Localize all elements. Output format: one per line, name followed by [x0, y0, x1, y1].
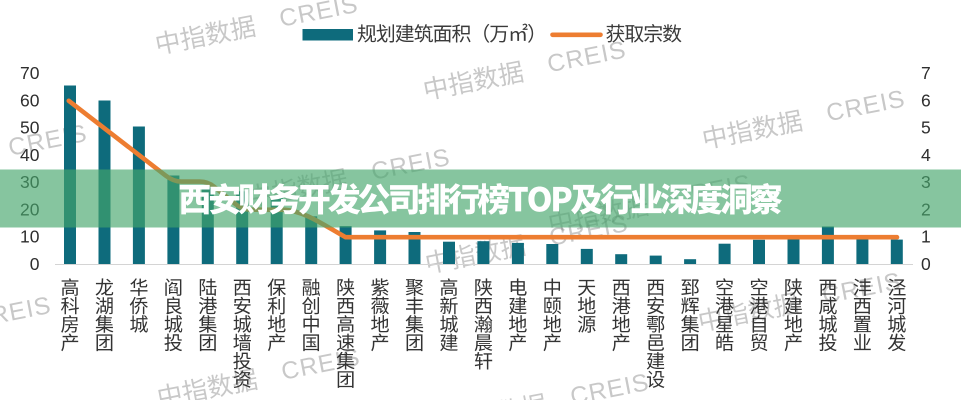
svg-text:0: 0 — [30, 254, 40, 274]
svg-text:6: 6 — [921, 90, 931, 110]
svg-text:CREIS: CREIS — [0, 292, 54, 334]
svg-text:40: 40 — [20, 145, 40, 165]
svg-text:1: 1 — [921, 227, 931, 247]
svg-text:CREIS: CREIS — [824, 85, 908, 127]
svg-text:4: 4 — [921, 145, 931, 165]
svg-text:CREIS: CREIS — [545, 36, 629, 78]
svg-text:5: 5 — [921, 118, 931, 138]
svg-text:0: 0 — [921, 254, 931, 274]
svg-text:70: 70 — [20, 63, 40, 83]
svg-text:CREIS: CREIS — [568, 369, 652, 400]
svg-text:10: 10 — [20, 227, 40, 247]
svg-text:CREIS: CREIS — [6, 120, 90, 162]
svg-text:50: 50 — [20, 118, 40, 138]
svg-text:CREIS: CREIS — [277, 0, 361, 33]
svg-text:60: 60 — [20, 90, 40, 110]
svg-text:7: 7 — [921, 63, 931, 83]
